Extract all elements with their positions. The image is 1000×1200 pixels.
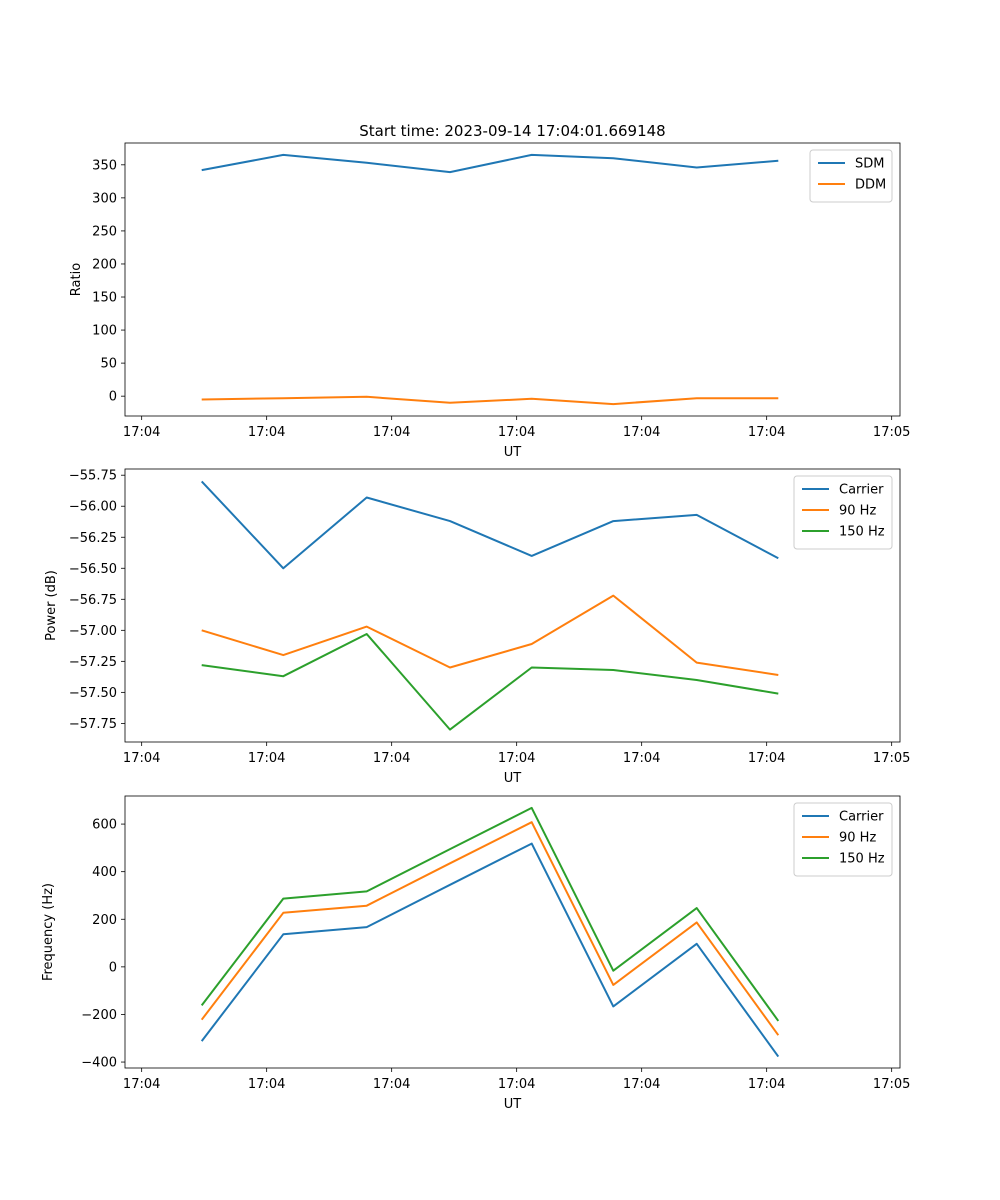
panel-2: 17:04 17:04 17:04 17:04 17:04 17:04 17:05 −57.7… <box>44 468 910 786</box>
legend-label: DDM <box>855 178 886 193</box>
y-tick-label: −400 <box>81 1056 117 1071</box>
series-line-90-hz <box>200 821 780 1036</box>
series-line-150-hz <box>201 633 779 731</box>
y-tick-label: 150 <box>92 291 117 306</box>
legend-label: 150 Hz <box>839 852 885 867</box>
y-tick-label: −56.00 <box>69 500 117 515</box>
panel-1: 17:04 17:04 17:04 17:04 17:04 17:04 17:05 0 50 10… <box>69 142 910 460</box>
y-tick-label: −57.75 <box>69 717 117 732</box>
x-tick-label: 17:04 <box>748 751 785 766</box>
x-tick-label: 17:04 <box>498 751 535 766</box>
legend-label: 90 Hz <box>839 504 876 519</box>
y-axis-label: Frequency (Hz) <box>41 883 56 981</box>
legend-label: 150 Hz <box>839 525 885 540</box>
chart-title: Start time: 2023-09-14 17:04:01.669148 <box>359 122 665 140</box>
y-tick-label: 600 <box>92 818 117 833</box>
x-tick-label: 17:04 <box>373 1077 410 1092</box>
x-tick-label: 17:04 <box>123 1077 160 1092</box>
series-line-carrier <box>200 480 779 570</box>
axes-frame <box>124 468 901 743</box>
y-tick-label: −200 <box>81 1008 117 1023</box>
legend-label: SDM <box>855 157 884 172</box>
y-tick-label: −57.25 <box>69 655 117 670</box>
panel-3: 17:04 17:04 17:04 17:04 17:04 17:04 17:05 −400 −… <box>41 795 910 1112</box>
x-tick-label: 17:04 <box>248 751 285 766</box>
x-tick-label: 17:04 <box>248 1077 285 1092</box>
series-line-150-hz <box>200 806 780 1022</box>
x-tick-label: 17:04 <box>623 751 660 766</box>
x-tick-label: 17:04 <box>623 1077 660 1092</box>
y-tick-label: −56.75 <box>69 593 117 608</box>
legend-label: 90 Hz <box>839 831 876 846</box>
y-tick-label: 350 <box>92 158 117 173</box>
legend: Carrier 90 Hz 150 Hz <box>793 475 893 550</box>
x-axis-label: UT <box>504 771 522 786</box>
y-tick-label: 100 <box>92 324 117 339</box>
x-tick-label: 17:05 <box>873 425 910 440</box>
y-tick-label: 400 <box>92 865 117 880</box>
x-tick-label: 17:04 <box>498 1077 535 1092</box>
x-axis-label: UT <box>504 1097 522 1112</box>
y-tick-label: 200 <box>92 257 117 272</box>
x-tick-label: 17:04 <box>373 425 410 440</box>
x-tick-label: 17:04 <box>248 425 285 440</box>
y-tick-label: −56.25 <box>69 531 117 546</box>
y-tick-label: 0 <box>109 390 117 405</box>
axes-frame <box>124 795 901 1069</box>
axes-frame <box>124 142 901 417</box>
y-axis-label: Power (dB) <box>44 570 59 641</box>
x-tick-label: 17:04 <box>123 425 160 440</box>
x-tick-label: 17:05 <box>873 1077 910 1092</box>
legend-label: Carrier <box>839 810 884 825</box>
x-tick-label: 17:04 <box>123 751 160 766</box>
series-line-ddm <box>201 395 779 406</box>
series-line-90-hz <box>201 594 779 676</box>
x-tick-label: 17:04 <box>748 1077 785 1092</box>
x-tick-label: 17:04 <box>498 425 535 440</box>
x-tick-label: 17:04 <box>623 425 660 440</box>
panels: 17:04 17:04 17:04 17:04 17:04 17:04 17:05 0 50 10… <box>41 142 910 1112</box>
y-tick-label: −56.50 <box>69 562 117 577</box>
y-tick-label: 200 <box>92 913 117 928</box>
legend-label: Carrier <box>839 483 884 498</box>
y-tick-label: −57.00 <box>69 624 117 639</box>
x-axis-label: UT <box>504 445 522 460</box>
legend: Carrier 90 Hz 150 Hz <box>793 802 893 877</box>
y-tick-label: 300 <box>92 191 117 206</box>
series-line-sdm <box>201 153 779 174</box>
legend: SDM DDM <box>809 149 893 203</box>
y-tick-label: −55.75 <box>69 469 117 484</box>
y-tick-label: 0 <box>109 960 117 975</box>
x-tick-label: 17:05 <box>873 751 910 766</box>
x-tick-label: 17:04 <box>748 425 785 440</box>
x-tick-label: 17:04 <box>373 751 410 766</box>
y-axis-label: Ratio <box>69 263 84 296</box>
y-tick-label: 250 <box>92 224 117 239</box>
series-line-carrier <box>200 842 780 1058</box>
y-tick-label: 50 <box>100 357 117 372</box>
y-tick-label: −57.50 <box>69 686 117 701</box>
